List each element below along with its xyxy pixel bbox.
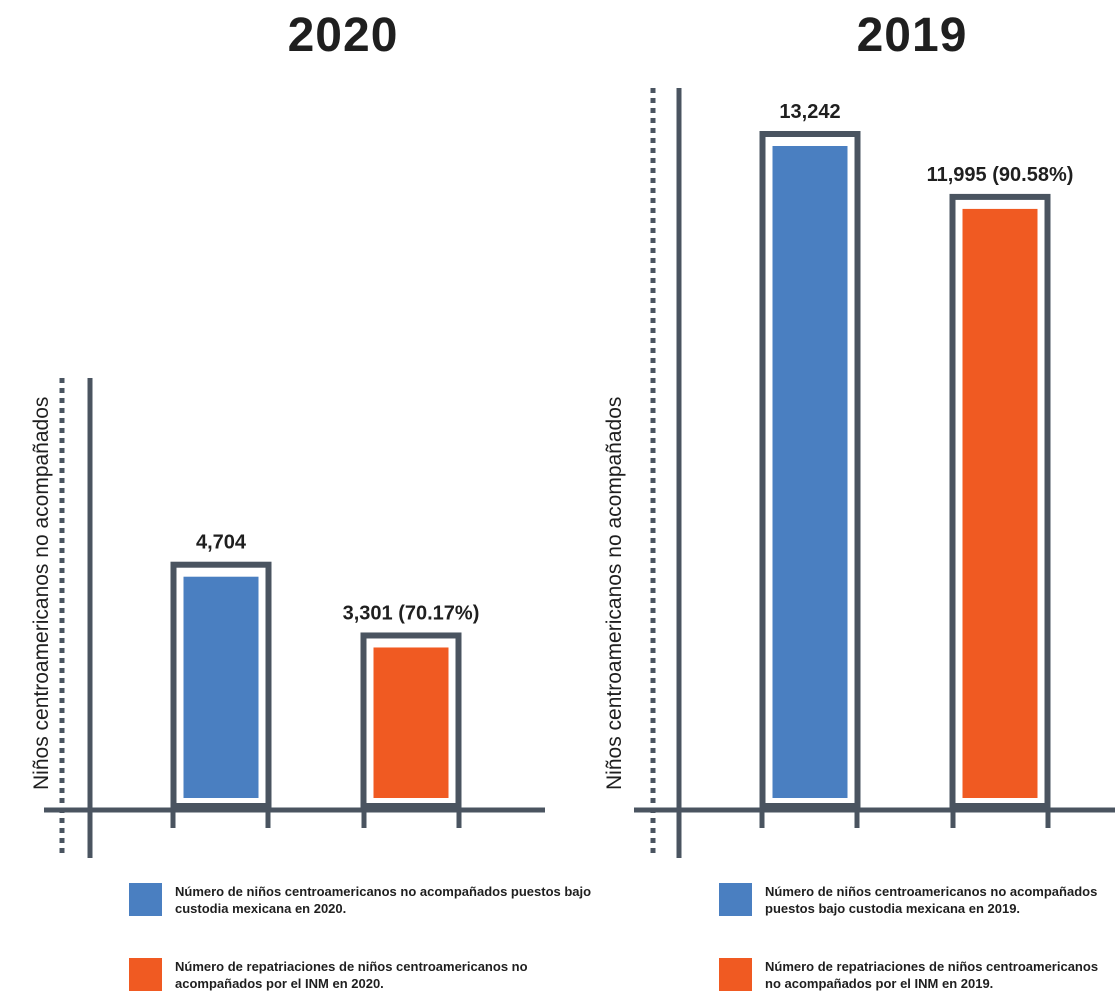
legend-swatch-blue [129, 883, 162, 916]
bar-value-label: 11,995 (90.58%) [927, 164, 1074, 186]
bar-repatriation [962, 208, 1038, 798]
chart-title-2020: 2020 [287, 9, 399, 62]
legend-swatch-blue [719, 883, 752, 916]
legend-item-custody-2019: Número de niños centroamericanos no acom… [719, 883, 1105, 917]
bar-value-label: 13,242 [779, 101, 840, 123]
legend-item-custody-2020: Número de niños centroamericanos no acom… [129, 883, 595, 917]
legend-item-repatriation-2019: Número de repatriaciones de niños centro… [719, 958, 1105, 992]
legend-swatch-orange [129, 958, 162, 991]
bar-repatriation [373, 647, 449, 798]
legend-text: Número de repatriaciones de niños centro… [765, 959, 1099, 991]
bar-custody [772, 146, 848, 798]
legend-item-repatriation-2020: Número de repatriaciones de niños centro… [129, 958, 595, 992]
bar-value-label: 4,704 [196, 532, 247, 554]
bar-custody [183, 576, 259, 798]
legend-swatch-orange [719, 958, 752, 991]
legend-text: Número de repatriaciones de niños centro… [175, 959, 528, 991]
chart-title-2019: 2019 [856, 9, 968, 62]
legend-text: Número de niños centroamericanos no acom… [175, 884, 592, 916]
bar-value-label: 3,301 (70.17%) [343, 602, 480, 624]
legend-text: Número de niños centroamericanos no acom… [765, 884, 1098, 916]
